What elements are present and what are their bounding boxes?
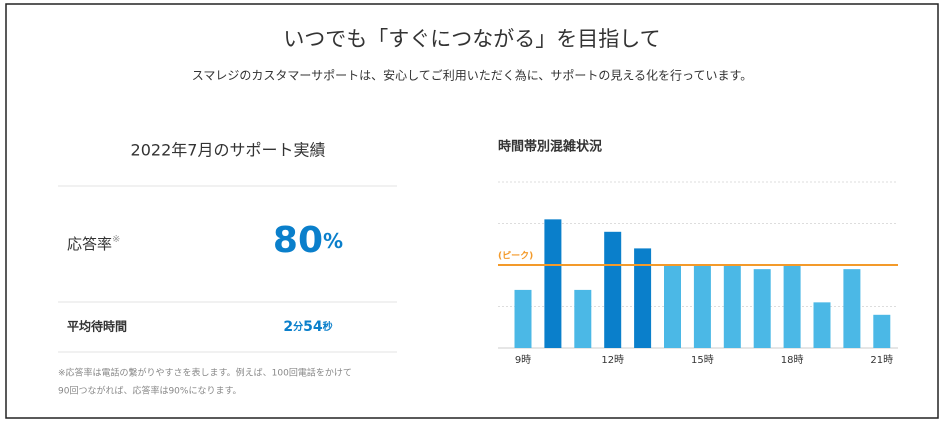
bar xyxy=(753,269,771,348)
peak-label: (ピーク) xyxy=(498,250,533,262)
rate-mark: ※ xyxy=(112,234,120,245)
rate-label-text: 応答率 xyxy=(67,235,112,253)
rate-value: 80% xyxy=(273,220,343,261)
wait-num: 54 xyxy=(303,319,323,335)
x-tick-label: 12時 xyxy=(601,354,624,366)
wait-unit: 秒 xyxy=(323,320,333,333)
x-tick-label: 9時 xyxy=(515,354,531,366)
bar xyxy=(873,314,891,348)
rate-unit: % xyxy=(323,229,343,253)
bar xyxy=(574,289,592,348)
wait-num: 2 xyxy=(283,319,293,335)
bar xyxy=(514,289,532,348)
stats-title: 2022年7月のサポート実績 xyxy=(131,141,326,160)
subtitle: スマレジのカスタマーサポートは、安心してご利用いただく為に、サポートの見える化を… xyxy=(192,68,753,83)
note: ※応答率は電話の繋がりやすさを表します。例えば、100回電話をかけて xyxy=(58,367,352,379)
bar xyxy=(604,231,622,348)
bar xyxy=(634,248,652,348)
bar xyxy=(843,269,861,348)
x-tick-label: 21時 xyxy=(870,354,893,366)
bar xyxy=(813,302,831,348)
chart-title: 時間帯別混雑状況 xyxy=(498,139,602,155)
rate-label: 応答率※ xyxy=(67,234,120,253)
note: 90回つながれば、応答率は90%になります。 xyxy=(58,385,242,397)
bar xyxy=(693,265,711,348)
wait-unit: 分 xyxy=(293,320,303,333)
bar xyxy=(783,265,801,348)
rate-number: 80 xyxy=(273,220,323,261)
title: いつでも「すぐにつながる」を目指して xyxy=(283,27,660,51)
frame xyxy=(5,3,939,419)
wait-value: 2分54秒 xyxy=(283,319,332,335)
bar xyxy=(664,265,681,348)
bar xyxy=(544,219,562,348)
x-tick-label: 18時 xyxy=(781,354,804,366)
wait-label: 平均待時間 xyxy=(67,319,127,334)
bar xyxy=(723,265,741,348)
x-tick-label: 15時 xyxy=(691,354,714,366)
